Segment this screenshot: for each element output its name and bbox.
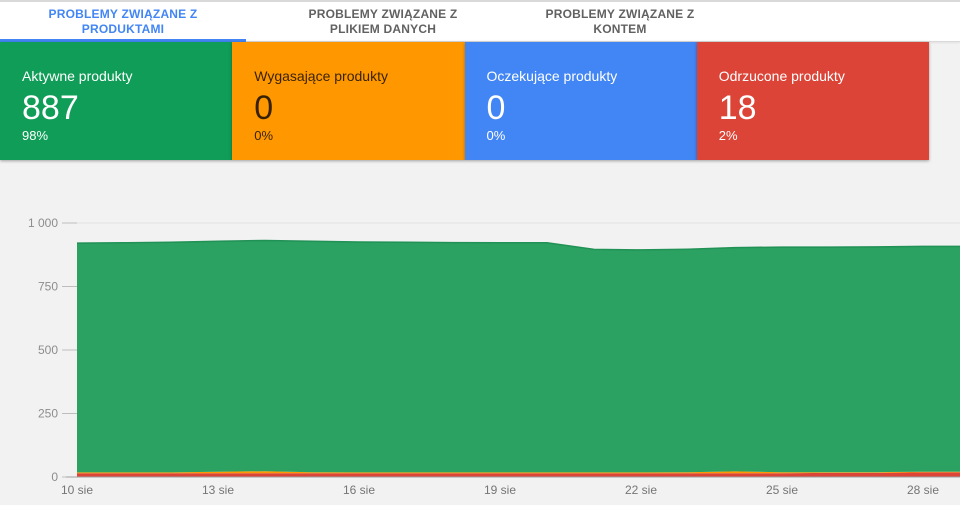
y-axis-label: 500 (38, 343, 58, 357)
card-active-products[interactable]: Aktywne produkty 887 98% (0, 42, 233, 160)
tab-label: PROBLEMY ZWIĄZANE Z PRODUKTAMI (48, 6, 198, 36)
card-percent: 0% (486, 128, 506, 143)
card-title: Oczekujące produkty (486, 68, 618, 84)
area-series (77, 472, 960, 477)
area-series (77, 471, 960, 474)
y-axis-label: 250 (38, 407, 58, 421)
card-expiring-products[interactable]: Wygasające produkty 0 0% (232, 42, 465, 160)
card-pending-products[interactable]: Oczekujące produkty 0 0% (464, 42, 697, 160)
card-title: Odrzucone produkty (718, 68, 845, 84)
tab-product-issues[interactable]: PROBLEMY ZWIĄZANE Z PRODUKTAMI (0, 2, 246, 42)
chart-svg: 0 250 500 750 1 000 10 sie 13 sie 16 sie 19 sie 2… (28, 216, 960, 497)
x-axis-label: 16 sie (343, 483, 375, 497)
card-percent: 98% (22, 128, 49, 143)
tab-label: PROBLEMY ZWIĄZANE Z PLIKIEM DANYCH (308, 6, 458, 36)
tab-feed-issues[interactable]: PROBLEMY ZWIĄZANE Z PLIKIEM DANYCH (246, 2, 520, 41)
card-rejected-products[interactable]: Odrzucone produkty 18 2% (696, 42, 929, 160)
card-title: Aktywne produkty (22, 68, 133, 84)
x-axis-label: 19 sie (484, 483, 516, 497)
tab-bar: PROBLEMY ZWIĄZANE Z PRODUKTAMI PROBLEMY … (0, 0, 960, 42)
card-value: 887 (22, 89, 79, 127)
card-value: 0 (254, 89, 274, 127)
card-percent: 2% (718, 128, 738, 143)
card-value: 0 (486, 89, 506, 127)
x-axis-label: 28 sie (907, 483, 939, 497)
x-axis-label: 13 sie (202, 483, 234, 497)
status-cards: Aktywne produkty 887 98% Wygasające prod… (0, 42, 929, 160)
products-history-chart: 0 250 500 750 1 000 10 sie 13 sie 16 sie 19 sie 2… (0, 160, 960, 500)
card-percent: 0% (254, 128, 274, 143)
card-title: Wygasające produkty (254, 68, 388, 84)
tab-label: PROBLEMY ZWIĄZANE Z KONTEM (545, 6, 695, 36)
y-axis-label: 750 (38, 280, 58, 294)
tab-account-issues[interactable]: PROBLEMY ZWIĄZANE Z KONTEM (520, 2, 720, 41)
area-series (77, 240, 960, 473)
y-axis-label: 0 (51, 470, 58, 484)
x-axis-label: 22 sie (625, 483, 657, 497)
y-axis-label: 1 000 (28, 216, 58, 230)
area-top-line (76, 239, 960, 251)
x-axis-label: 10 sie (61, 483, 93, 497)
card-value: 18 (718, 89, 757, 127)
x-axis-label: 25 sie (766, 483, 798, 497)
